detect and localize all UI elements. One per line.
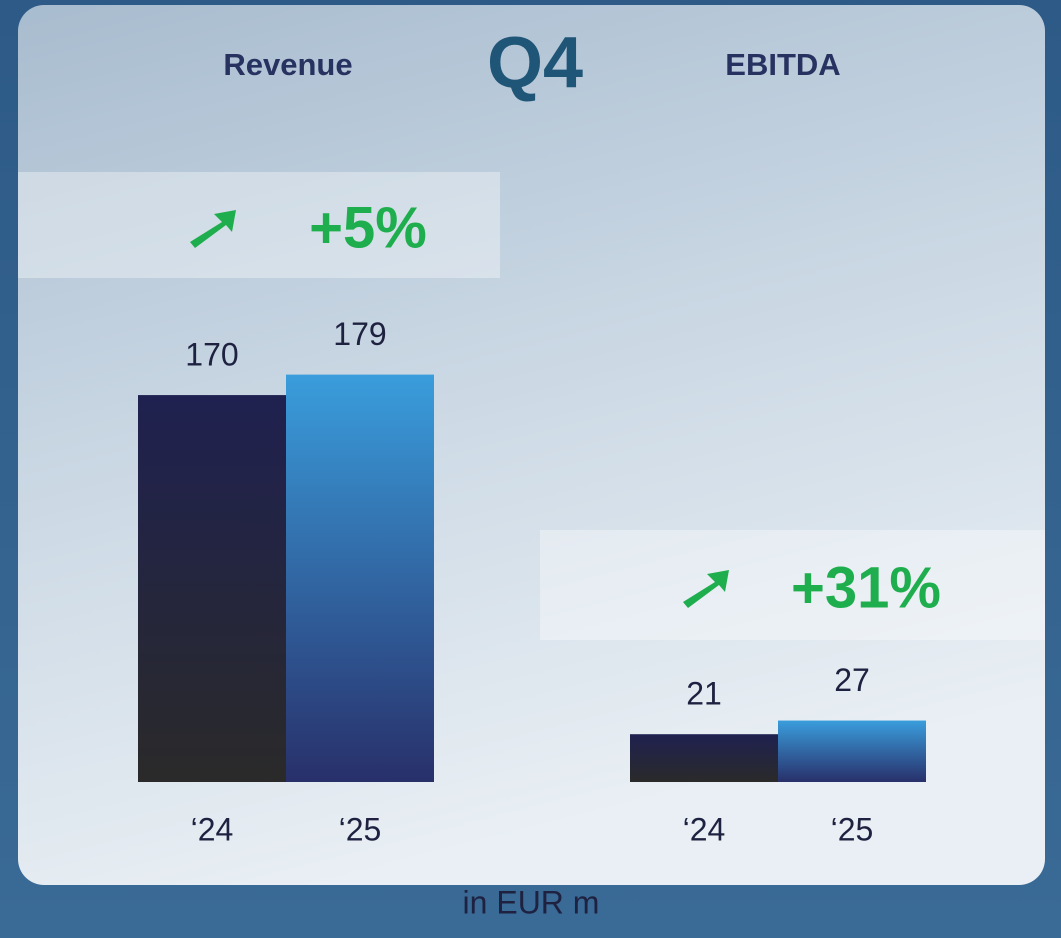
arrow-icon bbox=[190, 210, 236, 248]
bar bbox=[778, 720, 926, 782]
bar bbox=[138, 395, 286, 782]
bar bbox=[630, 734, 778, 782]
annotation: +5% bbox=[309, 195, 427, 260]
highlight-band bbox=[540, 530, 1045, 640]
value-label: 27 bbox=[834, 662, 870, 698]
value-label: 179 bbox=[333, 316, 386, 352]
highlight-band bbox=[18, 172, 500, 278]
value-label: 170 bbox=[185, 337, 238, 373]
x-tick-label: ‘24 bbox=[683, 811, 726, 847]
x-tick-label: ‘25 bbox=[339, 811, 382, 847]
chart-title: EBITDA bbox=[725, 47, 840, 82]
annotation: +31% bbox=[791, 555, 941, 620]
bar bbox=[286, 374, 434, 782]
value-label: 21 bbox=[686, 676, 722, 712]
x-tick-label: ‘24 bbox=[191, 811, 234, 847]
x-tick-label: ‘25 bbox=[831, 811, 874, 847]
chart-title: Revenue bbox=[223, 47, 352, 82]
arrow-icon bbox=[683, 570, 729, 608]
footnote: in EUR m bbox=[463, 884, 600, 920]
header: Q4 bbox=[487, 23, 583, 103]
